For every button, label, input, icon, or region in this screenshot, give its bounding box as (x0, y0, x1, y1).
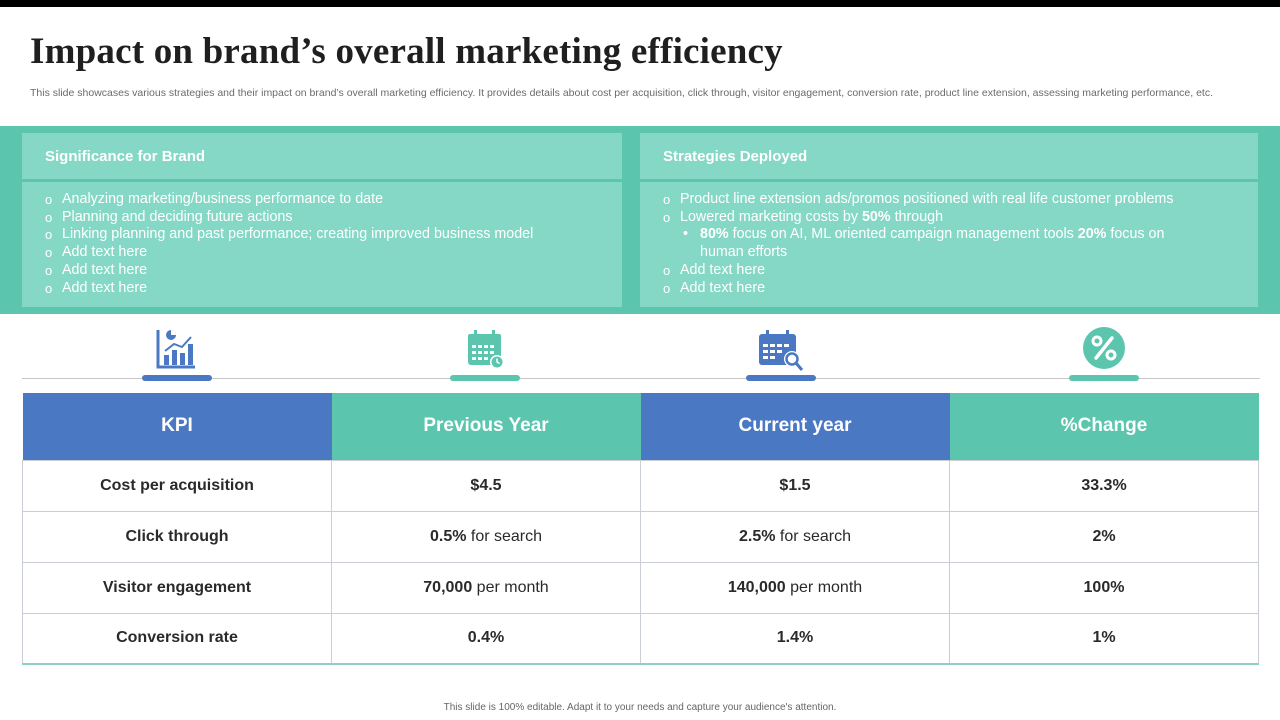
header-previous-year: Previous Year (331, 393, 641, 460)
chart-icon-underline (142, 375, 212, 381)
table-row: Click through 0.5% for search 2.5% for s… (22, 510, 1259, 563)
bullet-icon: o (45, 262, 53, 278)
strategies-heading-text: Strategies Deployed (663, 148, 808, 165)
change-cell: 100% (949, 561, 1259, 614)
chart-icon (156, 330, 195, 369)
bullet-icon: o (45, 280, 53, 296)
current-year-cell: $1.5 (640, 459, 950, 512)
current-year-cell: 2.5% for search (640, 510, 950, 563)
list-item: o Add text here (663, 261, 766, 278)
list-item: o Lowered marketing costs by 50% through (663, 208, 944, 225)
list-item: o Add text here (45, 244, 148, 261)
previous-year-cell: 70,000 per month (331, 561, 641, 614)
bullet-icon: o (663, 209, 671, 225)
significance-heading-text: Significance for Brand (45, 148, 206, 165)
bullet-dot-icon: • (683, 226, 689, 243)
bullet-icon: o (663, 192, 671, 207)
significance-heading: Significance for Brand (22, 133, 622, 179)
calendar-search-icon-underline (746, 375, 816, 381)
bullet-icon: o (45, 245, 53, 261)
strategies-heading: Strategies Deployed (640, 133, 1258, 179)
sub-list-item: • 80% focus on AI, ML oriented campaign … (663, 226, 1240, 261)
significance-list: o Analyzing marketing/business performanc… (22, 182, 622, 307)
change-cell: 2% (949, 510, 1259, 563)
change-cell: 33.3% (949, 459, 1259, 512)
percent-icon (1083, 327, 1125, 369)
table-row: Visitor engagement 70,000 per month 140,… (22, 561, 1259, 614)
table-row: Conversion rate 0.4% 1.4% 1% (22, 612, 1259, 665)
bullet-icon: o (45, 192, 53, 207)
table-header-row: KPI Previous Year Current year %Change (22, 393, 1259, 460)
calendar-clock-icon (468, 330, 504, 369)
current-year-cell: 140,000 per month (640, 561, 950, 614)
header-kpi: KPI (22, 393, 332, 460)
calendar-clock-icon-underline (450, 375, 520, 381)
bullet-icon: o (45, 227, 53, 243)
previous-year-cell: 0.5% for search (331, 510, 641, 563)
change-cell: 1% (949, 612, 1259, 665)
previous-year-cell: $4.5 (331, 459, 641, 512)
list-item: o Planning and deciding future actions (45, 208, 293, 225)
current-year-cell: 1.4% (640, 612, 950, 665)
top-bar (0, 0, 1280, 7)
divider-line (22, 378, 1260, 379)
calendar-search-icon (759, 330, 804, 371)
header-change: %Change (949, 393, 1259, 460)
list-item: o Add text here (45, 261, 148, 278)
list-item: o Add text here (45, 279, 148, 296)
bullet-icon: o (45, 209, 53, 225)
page-title: Impact on brand’s overall marketing effi… (30, 31, 783, 72)
previous-year-cell: 0.4% (331, 612, 641, 665)
kpi-table: KPI Previous Year Current year %Change C… (22, 393, 1259, 665)
page-subtitle: This slide showcases various strategies … (30, 87, 1214, 99)
list-item: o Add text here (663, 279, 766, 296)
kpi-cell: Visitor engagement (22, 561, 332, 614)
bullet-icon: o (663, 280, 671, 296)
table-row: Cost per acquisition $4.5 $1.5 33.3% (22, 459, 1259, 512)
list-item: o Linking planning and past performance; … (45, 226, 534, 243)
kpi-cell: Cost per acquisition (22, 459, 332, 512)
footer-note: This slide is 100% editable. Adapt it to… (443, 702, 837, 713)
strategies-list: o Product line extension ads/promos posit… (640, 182, 1258, 307)
kpi-cell: Click through (22, 510, 332, 563)
percent-icon-underline (1069, 375, 1139, 381)
header-current-year: Current year (640, 393, 950, 460)
list-item: o Analyzing marketing/business performanc… (45, 191, 384, 207)
bullet-icon: o (663, 262, 671, 278)
list-item: o Product line extension ads/promos posit… (663, 191, 1174, 207)
kpi-cell: Conversion rate (22, 612, 332, 665)
